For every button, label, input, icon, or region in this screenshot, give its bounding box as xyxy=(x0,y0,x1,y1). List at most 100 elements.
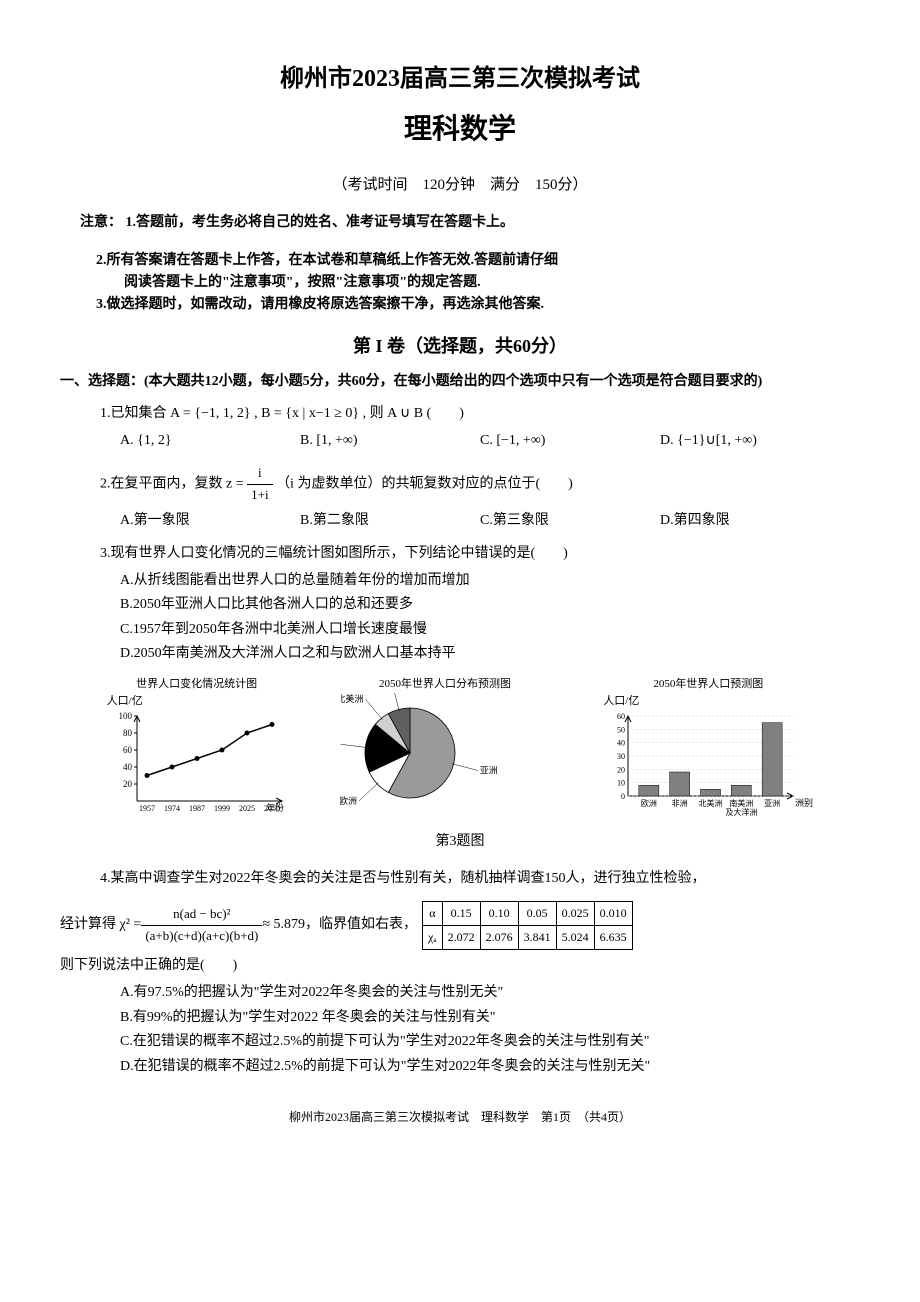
q4-b: B.有99%的把握认为"学生对2022 年冬奥会的关注与性别有关" xyxy=(120,1007,840,1029)
chi-row1: α 0.15 0.10 0.05 0.025 0.010 xyxy=(423,901,633,925)
svg-text:洲别: 洲别 xyxy=(795,798,813,808)
notice-label: 注意： xyxy=(80,215,122,230)
question-1: 1.已知集合 A = {−1, 1, 2} , B = {x | x−1 ≥ 0… xyxy=(100,403,840,425)
chart1-ylabel: 人口/亿 xyxy=(107,693,287,711)
q3-b: B.2050年亚洲人口比其他各洲人口的总和还要多 xyxy=(120,594,840,616)
q4-formula-pre: 经计算得 χ² = xyxy=(60,914,141,936)
chi-r2-3: 5.024 xyxy=(556,925,594,949)
q1-b: B. [1, +∞) xyxy=(300,430,480,452)
notice-1: 1.答题前，考生务必将自己的姓名、准考证号填写在答题卡上。 xyxy=(126,215,515,230)
svg-text:1999: 1999 xyxy=(214,804,230,813)
q3-d: D.2050年南美洲及大洋洲人口之和与欧洲人口基本持平 xyxy=(120,643,840,665)
chi-r2-0: 2.072 xyxy=(442,925,480,949)
section-1-header: 第 I 卷（选择题，共60分） xyxy=(60,332,860,361)
svg-text:非洲: 非洲 xyxy=(672,798,688,808)
svg-text:及大洋洲: 及大洋洲 xyxy=(726,807,758,817)
chart2-svg: 亚洲欧洲非洲北美洲南美洲及大洋洲 xyxy=(340,693,550,813)
chi-r2-2: 3.841 xyxy=(518,925,556,949)
svg-text:40: 40 xyxy=(617,739,625,748)
chart1-title: 世界人口变化情况统计图 xyxy=(107,676,287,694)
q2-fraction: i 1+i xyxy=(247,463,272,506)
chart3-ylabel: 人口/亿 xyxy=(603,693,813,711)
q2-options: A.第一象限 B.第二象限 C.第三象限 D.第四象限 xyxy=(120,510,840,532)
chi-row2: χₐ 2.072 2.076 3.841 5.024 6.635 xyxy=(423,925,633,949)
svg-text:40: 40 xyxy=(123,762,133,772)
exam-info: （考试时间 120分钟 满分 150分） xyxy=(60,173,860,197)
q3-caption: 第3题图 xyxy=(60,831,860,853)
q4-fraction: n(ad − bc)² (a+b)(c+d)(a+c)(b+d) xyxy=(141,904,262,947)
q1-options: A. {1, 2} B. [1, +∞) C. [−1, +∞) D. {−1}… xyxy=(120,430,840,452)
chi-r1-3: 0.025 xyxy=(556,901,594,925)
notice-2b: 阅读答题卡上的"注意事项"，按照"注意事项"的规定答题. xyxy=(124,272,860,294)
chart3-title: 2050年世界人口预测图 xyxy=(603,676,813,694)
svg-text:10: 10 xyxy=(617,779,625,788)
pie-chart: 2050年世界人口分布预测图 亚洲欧洲非洲北美洲南美洲及大洋洲 xyxy=(340,676,550,814)
svg-text:80: 80 xyxy=(123,728,133,738)
chart1-svg: 20406080100195719741987199920252050年份 xyxy=(107,711,287,821)
svg-text:30: 30 xyxy=(617,752,625,761)
q2-b: B.第二象限 xyxy=(300,510,480,532)
svg-text:南美洲: 南美洲 xyxy=(730,798,754,808)
q1-a: A. {1, 2} xyxy=(120,430,300,452)
q1-d: D. {−1}∪[1, +∞) xyxy=(660,430,840,452)
q1-c: C. [−1, +∞) xyxy=(480,430,660,452)
svg-text:20: 20 xyxy=(617,765,625,774)
subject-title: 理科数学 xyxy=(60,108,860,153)
q4-a: A.有97.5%的把握认为"学生对2022年冬奥会的关注与性别无关" xyxy=(120,982,840,1004)
q2-c: C.第三象限 xyxy=(480,510,660,532)
svg-text:50: 50 xyxy=(617,725,625,734)
svg-text:亚洲: 亚洲 xyxy=(480,766,498,776)
question-3: 3.现有世界人口变化情况的三幅统计图如图所示，下列结论中错误的是( ) xyxy=(100,543,840,565)
q4-den: (a+b)(c+d)(a+c)(b+d) xyxy=(141,926,262,947)
q2-pre: 2.在复平面内，复数 z = xyxy=(100,476,247,491)
q2-num: i xyxy=(247,463,272,485)
q4-formula-post: ≈ 5.879，临界值如右表， xyxy=(262,914,417,936)
chi-r1-4: 0.010 xyxy=(594,901,632,925)
q4-text2: 则下列说法中正确的是( ) xyxy=(60,955,860,977)
q2-d: D.第四象限 xyxy=(660,510,840,532)
svg-text:欧洲: 欧洲 xyxy=(641,798,657,808)
q2-post: （i 为虚数单位）的共轭复数对应的点位于( ) xyxy=(276,476,573,491)
svg-text:年份: 年份 xyxy=(266,802,284,813)
q2-a: A.第一象限 xyxy=(120,510,300,532)
svg-text:1987: 1987 xyxy=(189,804,205,813)
svg-text:亚洲: 亚洲 xyxy=(764,799,780,808)
chi-r2-4: 6.635 xyxy=(594,925,632,949)
main-title: 柳州市2023届高三第三次模拟考试 xyxy=(60,60,860,98)
svg-text:北美洲: 北美洲 xyxy=(699,798,723,808)
svg-text:60: 60 xyxy=(123,745,133,755)
page-footer: 柳州市2023届高三第三次模拟考试 理科数学 第1页 （共4页） xyxy=(60,1108,860,1127)
chi-r1-0: 0.15 xyxy=(442,901,480,925)
chi-r2-1: 2.076 xyxy=(480,925,518,949)
line-chart: 世界人口变化情况统计图 人口/亿 20 40 60 80 100 1957 1974 1987… xyxy=(107,676,287,821)
charts-row: 世界人口变化情况统计图 人口/亿 20406080100195719741987… xyxy=(80,676,840,821)
q4-d: D.在犯错误的概率不超过2.5%的前提下可认为"学生对2022年冬奥会的关注与性… xyxy=(120,1056,840,1078)
chi-r1-2: 0.05 xyxy=(518,901,556,925)
q4-num: n(ad − bc)² xyxy=(141,904,262,926)
chart3-svg: 0 10 20 30 40 50 60 欧洲 非洲 北美洲南美洲及大洋洲亚洲 洲别 xyxy=(603,711,813,821)
svg-text:1974: 1974 xyxy=(164,804,180,813)
chi-table: α 0.15 0.10 0.05 0.025 0.010 χₐ 2.072 2.… xyxy=(422,901,633,950)
notice-2: 2.所有答案请在答题卡上作答，在本试卷和草稿纸上作答无效.答题前请仔细 xyxy=(110,250,860,272)
chi-r2-label: χₐ xyxy=(423,925,443,949)
bar-chart: 2050年世界人口预测图 人口/亿 0 10 20 30 40 50 60 欧洲 非洲 北美洲南美… xyxy=(603,676,813,821)
svg-text:20: 20 xyxy=(123,779,133,789)
question-4: 4.某高中调查学生对2022年冬奥会的关注是否与性别有关，随机抽样调查150人，… xyxy=(100,868,840,890)
svg-text:60: 60 xyxy=(617,712,625,721)
q3-c: C.1957年到2050年各洲中北美洲人口增长速度最慢 xyxy=(120,619,840,641)
q4-formula-row: 经计算得 χ² = n(ad − bc)² (a+b)(c+d)(a+c)(b+… xyxy=(60,901,860,950)
q2-den: 1+i xyxy=(247,485,272,506)
svg-text:0: 0 xyxy=(621,792,625,801)
section-1-instruction: 一、选择题：(本大题共12小题，每小题5分，共60分，在每小题给出的四个选项中只… xyxy=(60,371,860,393)
svg-text:100: 100 xyxy=(118,711,132,721)
notice-3: 3.做选择题时，如需改动，请用橡皮将原选答案擦干净，再选涂其他答案. xyxy=(110,294,860,316)
q4-c: C.在犯错误的概率不超过2.5%的前提下可认为"学生对2022年冬奥会的关注与性… xyxy=(120,1031,840,1053)
chart2-title: 2050年世界人口分布预测图 xyxy=(340,676,550,694)
svg-text:欧洲: 欧洲 xyxy=(340,795,357,806)
svg-text:2025: 2025 xyxy=(239,804,255,813)
chi-r1-label: α xyxy=(423,901,443,925)
chi-r1-1: 0.10 xyxy=(480,901,518,925)
svg-text:北美洲: 北美洲 xyxy=(340,693,363,704)
notice-block: 注意： 1.答题前，考生务必将自己的姓名、准考证号填写在答题卡上。 xyxy=(80,212,840,234)
svg-text:1957: 1957 xyxy=(139,804,155,813)
